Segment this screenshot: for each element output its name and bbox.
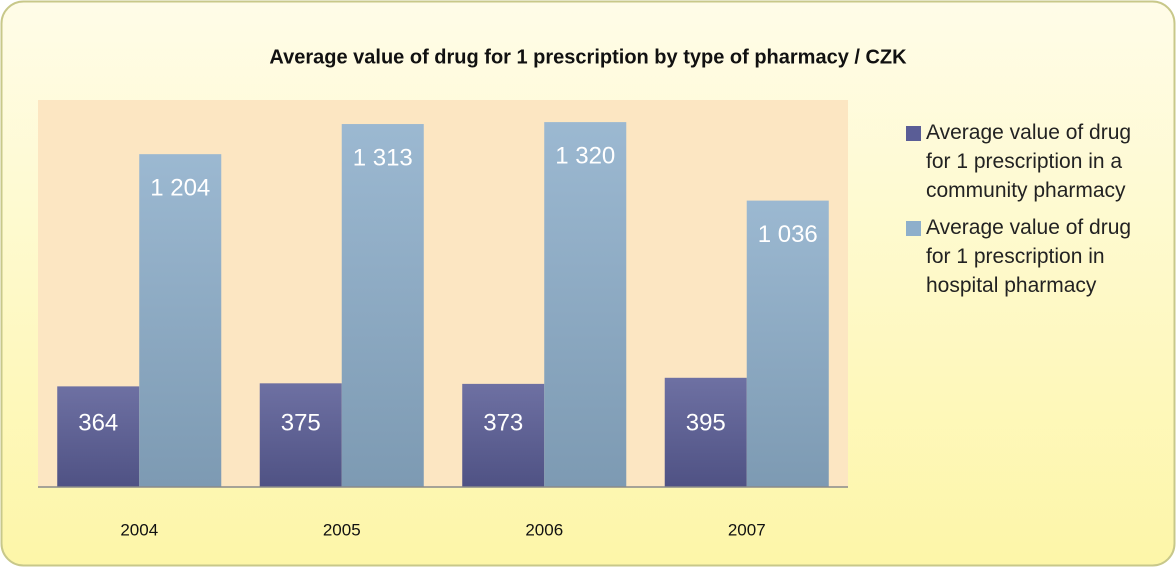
bar-shade [746, 200, 829, 487]
data-label: 375 [281, 409, 321, 436]
data-label: 395 [686, 409, 726, 436]
bar-shade [57, 386, 140, 487]
x-tick-label: 2007 [728, 520, 766, 539]
bar-shade [664, 377, 747, 487]
legend-label: Average value of drug for 1 prescription… [926, 121, 1132, 202]
legend-item: Average value of drug for 1 prescription… [906, 118, 1156, 205]
legend-item: Average value of drug for 1 prescription… [906, 213, 1156, 300]
data-label: 364 [78, 409, 118, 436]
bar-shade [139, 154, 222, 487]
bar-shade [462, 383, 545, 487]
data-label: 1 036 [758, 221, 818, 248]
data-label: 1 320 [555, 142, 615, 169]
data-label: 1 313 [353, 144, 413, 171]
x-tick-label: 2005 [323, 520, 361, 539]
bar-shade [544, 122, 627, 487]
bar-shade [341, 124, 424, 487]
legend-label: Average value of drug for 1 prescription… [926, 216, 1132, 297]
x-tick-label: 2006 [525, 520, 563, 539]
chart-title: Average value of drug for 1 prescription… [269, 46, 907, 68]
legend-swatch [906, 126, 921, 141]
bar-shade [259, 383, 342, 487]
data-label: 373 [483, 409, 523, 436]
data-label: 1 204 [150, 175, 210, 202]
x-tick-label: 2004 [120, 520, 158, 539]
legend-swatch [906, 221, 921, 236]
legend: Average value of drug for 1 prescription… [906, 118, 1166, 308]
